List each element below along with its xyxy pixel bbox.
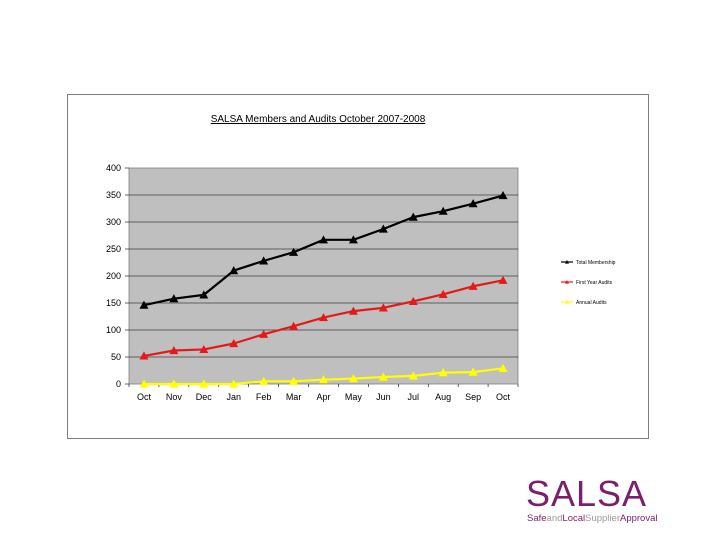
legend-swatch-marker	[565, 260, 569, 264]
data-point	[319, 235, 328, 244]
data-point	[289, 247, 299, 256]
y-tick-label: 250	[106, 244, 121, 254]
x-tick-label: Feb	[256, 392, 272, 402]
data-point	[169, 346, 179, 355]
x-tick-label: Oct	[137, 392, 152, 402]
data-point	[199, 344, 209, 354]
data-point	[319, 313, 328, 322]
data-point	[199, 290, 209, 299]
legend-item: Annual Audits	[561, 300, 607, 306]
logo-tagline-supplier: Supplier	[585, 513, 620, 524]
x-tick-label: Apr	[316, 392, 330, 402]
data-point	[259, 376, 269, 385]
y-tick-label: 150	[106, 298, 121, 308]
logo-tagline-local: Local	[562, 513, 586, 524]
x-tick-label: May	[345, 392, 363, 402]
data-point	[438, 206, 448, 215]
data-point	[348, 306, 358, 315]
logo-wordmark: SALSA	[526, 473, 648, 514]
data-point	[378, 303, 388, 312]
y-tick-label: 0	[116, 379, 121, 389]
data-point	[348, 374, 358, 383]
chart-title: SALSA Members and Audits October 2007-20…	[211, 114, 426, 125]
data-point	[408, 212, 418, 221]
legend-swatch-marker	[565, 300, 569, 304]
data-point	[378, 372, 388, 381]
x-tick-label: Jan	[226, 392, 241, 402]
data-point	[259, 329, 269, 338]
data-point	[289, 376, 299, 385]
data-point	[438, 368, 448, 377]
salsa-logo: SALSA SafeandLocalSupplierApproval	[526, 476, 686, 526]
data-point	[169, 379, 179, 388]
data-point	[348, 235, 358, 244]
y-axis: 0 50 100 150 200 250 300 350 400	[106, 163, 129, 389]
data-point	[259, 256, 269, 265]
data-point	[438, 289, 448, 298]
data-point	[408, 371, 418, 380]
data-point	[468, 199, 478, 208]
x-tick-label: Dec	[196, 392, 213, 402]
data-point	[408, 296, 418, 305]
y-tick-label: 300	[106, 217, 121, 227]
series-total-membership	[139, 191, 508, 309]
x-tick-label: Jul	[408, 392, 420, 402]
data-point	[498, 363, 508, 372]
y-tick-label: 400	[106, 163, 121, 173]
y-tick-label: 100	[106, 325, 121, 335]
line-chart: SALSA Members and Audits October 2007-20…	[106, 114, 616, 402]
data-point	[378, 224, 388, 233]
logo-tagline-approval: Approval	[619, 513, 658, 524]
x-axis: Oct Nov Dec Jan Feb Mar Apr May Jun Jul Aug Sep Oct	[128, 384, 519, 402]
x-tick-label: Sep	[465, 392, 481, 402]
legend-label: Total Membership	[576, 260, 616, 266]
legend-label: Annual Audits	[576, 300, 607, 306]
x-tick-label: Jun	[376, 392, 391, 402]
data-point	[289, 321, 299, 330]
legend-item: Total Membership	[561, 260, 616, 266]
x-tick-label: Oct	[496, 392, 511, 402]
series-annual-audits	[139, 363, 508, 388]
legend-swatch-marker	[565, 280, 569, 284]
y-tick-label: 350	[106, 190, 121, 200]
data-point	[498, 191, 508, 200]
series-lines	[139, 191, 508, 388]
logo-tagline: SafeandLocalSupplierApproval	[527, 513, 657, 524]
data-point	[139, 300, 149, 309]
data-point	[199, 379, 209, 388]
gridlines	[129, 194, 518, 358]
data-point	[229, 339, 239, 348]
series-first-year-audits	[139, 275, 508, 360]
legend: Total Membership First Year Audits Annual …	[561, 260, 616, 306]
legend-label: First Year Audits	[576, 280, 613, 286]
data-point	[169, 294, 179, 303]
y-tick-label: 200	[106, 271, 121, 281]
legend-item: First Year Audits	[561, 280, 613, 286]
chart-container: SALSA Members and Audits October 2007-20…	[67, 94, 649, 439]
x-tick-label: Mar	[286, 392, 302, 402]
logo-tagline-safe: Safe	[527, 513, 547, 524]
data-point	[229, 266, 239, 275]
logo-tagline-and: and	[546, 513, 563, 524]
x-tick-label: Aug	[435, 392, 451, 402]
data-point	[498, 275, 508, 284]
y-tick-label: 50	[111, 352, 121, 362]
x-tick-label: Nov	[166, 392, 183, 402]
data-point	[319, 375, 328, 384]
data-point	[229, 379, 239, 388]
data-point	[468, 367, 478, 376]
data-point	[139, 379, 149, 388]
data-point	[468, 281, 478, 290]
data-point	[139, 351, 149, 360]
